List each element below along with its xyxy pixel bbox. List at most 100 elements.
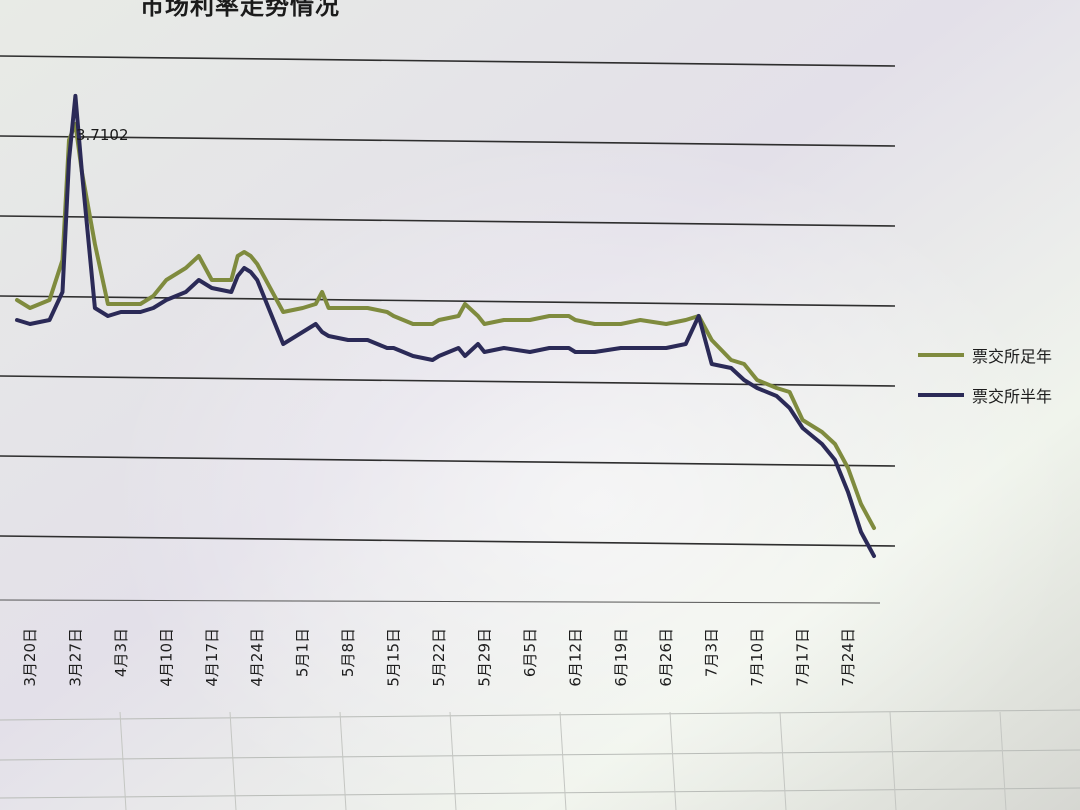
- sheet-row-line: [0, 709, 1080, 721]
- data-point-full-year: [528, 318, 532, 322]
- data-point-half-year: [846, 490, 850, 494]
- data-point-half-year: [255, 278, 259, 282]
- data-point-half-year: [482, 350, 486, 354]
- data-point-half-year: [392, 346, 396, 350]
- data-point-half-year: [229, 290, 233, 294]
- data-point-half-year: [697, 314, 701, 318]
- sheet-col-line: [889, 711, 897, 810]
- data-point-full-year: [547, 314, 551, 318]
- sheet-col-line: [119, 711, 127, 810]
- data-point-half-year: [249, 270, 253, 274]
- data-point-half-year: [15, 318, 19, 322]
- data-point-full-year: [619, 322, 623, 326]
- data-point-half-year: [437, 354, 441, 358]
- series-lines: [15, 93, 876, 558]
- data-point-half-year: [411, 354, 415, 358]
- data-point-full-year: [457, 314, 460, 318]
- x-tick-label: 6月19日: [612, 628, 630, 687]
- data-point-full-year: [392, 314, 396, 318]
- data-point-half-year: [788, 406, 792, 410]
- gridlines: [0, 55, 896, 604]
- legend-label-full-year: 票交所足年: [972, 347, 1053, 366]
- data-point-full-year: [638, 318, 642, 322]
- gridline: [0, 55, 896, 67]
- x-tick-label: 6月26日: [657, 628, 675, 687]
- gridline: [0, 375, 896, 387]
- sheet-col-line: [779, 711, 787, 810]
- data-point-full-year: [775, 386, 779, 390]
- x-tick-label: 7月17日: [794, 628, 812, 687]
- data-point-half-year: [463, 354, 467, 358]
- data-point-full-year: [437, 318, 441, 322]
- data-point-half-year: [729, 366, 733, 370]
- x-tick-label: 7月24日: [839, 628, 857, 687]
- data-point-full-year: [320, 290, 324, 294]
- data-point-half-year: [314, 322, 318, 326]
- x-tick-label: 4月10日: [157, 628, 175, 687]
- data-point-half-year: [710, 362, 714, 366]
- data-point-half-year: [164, 298, 168, 302]
- data-point-full-year: [138, 302, 142, 306]
- data-point-full-year: [859, 502, 863, 506]
- x-axis-tick-labels: 3月20日 3月27日 4月3日 4月10日 4月17日 4月24日 5月1日 5月8日 5月1…: [21, 628, 857, 687]
- data-point-half-year: [301, 330, 305, 334]
- data-point-half-year: [664, 346, 668, 350]
- x-tick-label: 5月22日: [430, 628, 448, 687]
- data-point-half-year: [236, 274, 240, 278]
- data-point-full-year: [482, 322, 486, 326]
- data-point-half-year: [502, 346, 506, 350]
- data-point-half-year: [61, 290, 64, 294]
- data-point-full-year: [573, 318, 577, 322]
- data-point-full-year: [197, 254, 201, 258]
- x-tick-label: 3月20日: [21, 628, 39, 687]
- data-point-half-year: [242, 266, 246, 270]
- data-point-full-year: [846, 466, 850, 470]
- data-point-half-year: [619, 346, 623, 350]
- data-point-full-year: [801, 418, 805, 422]
- data-point-full-year: [48, 298, 51, 302]
- x-tick-label: 5月29日: [475, 628, 493, 687]
- chart-title: 市场利率走势情况: [140, 0, 340, 20]
- data-point-half-year: [327, 334, 331, 338]
- data-point-half-year: [197, 278, 201, 282]
- data-point-full-year: [301, 306, 305, 310]
- data-point-full-year: [788, 390, 792, 394]
- data-point-full-year: [463, 302, 467, 306]
- data-point-half-year: [833, 458, 837, 462]
- x-tick-label: 5月1日: [294, 628, 312, 677]
- data-point-full-year: [567, 314, 571, 318]
- data-point-full-year: [93, 242, 97, 246]
- data-point-half-year: [801, 426, 805, 430]
- sheet-col-line: [669, 711, 677, 810]
- data-point-half-year: [210, 286, 214, 290]
- data-point-half-year: [476, 342, 480, 346]
- data-point-half-year: [281, 342, 285, 346]
- x-tick-label: 7月10日: [748, 628, 766, 687]
- peak-annotation: 3.7102: [76, 126, 129, 144]
- x-axis-line: [0, 599, 881, 604]
- data-point-half-year: [755, 386, 759, 390]
- data-point-full-year: [820, 430, 824, 434]
- data-point-half-year: [80, 170, 84, 174]
- data-point-half-year: [119, 310, 123, 314]
- data-point-half-year: [684, 342, 688, 346]
- data-point-half-year: [547, 346, 551, 350]
- data-point-half-year: [742, 378, 746, 382]
- data-point-half-year: [385, 346, 389, 350]
- data-point-full-year: [229, 278, 233, 282]
- data-point-full-year: [249, 254, 253, 258]
- data-point-full-year: [346, 306, 350, 310]
- data-point-full-year: [664, 322, 668, 326]
- data-point-half-year: [67, 158, 71, 162]
- data-point-half-year: [431, 358, 434, 362]
- data-point-full-year: [210, 278, 214, 282]
- gridline: [0, 455, 896, 467]
- data-point-full-year: [151, 294, 155, 298]
- data-point-full-year: [502, 318, 506, 322]
- data-point-half-year: [573, 350, 577, 354]
- x-tick-label: 5月15日: [385, 628, 403, 687]
- legend-label-half-year: 票交所半年: [972, 387, 1053, 406]
- legend-swatch-full-year: [918, 353, 964, 357]
- data-point-full-year: [164, 278, 168, 282]
